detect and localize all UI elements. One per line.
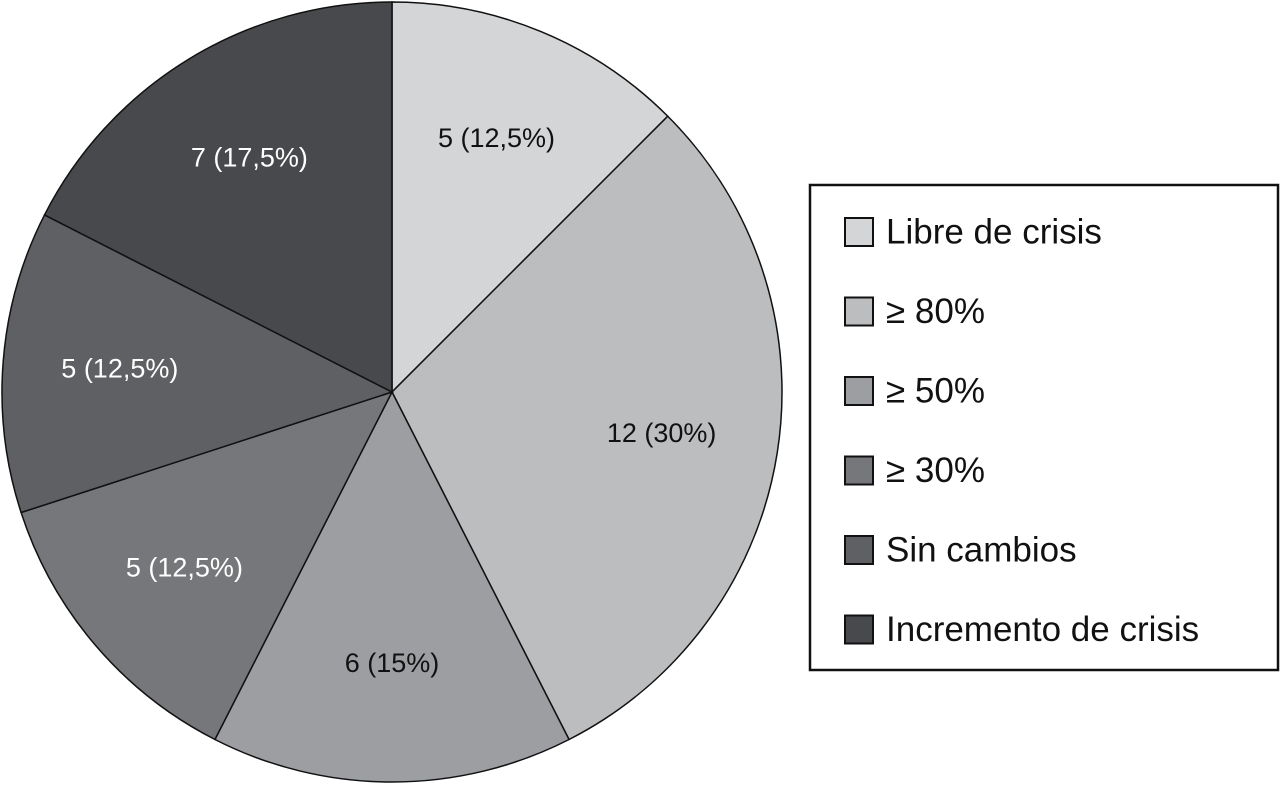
legend-swatch [844,296,874,327]
legend-label: Sin cambios [886,530,1077,569]
pie-slice [20,390,394,741]
legend-label: ≥ 30% [886,451,985,490]
slice-label: 7 (17,5%) [191,142,308,172]
legend-label: ≥ 80% [886,292,985,331]
legend-swatch [844,455,874,486]
slice-label: 12 (30%) [607,418,717,448]
legend-swatch [844,535,874,565]
legend-swatch [844,376,874,406]
legend-swatch [844,217,874,247]
pie-slice [213,390,571,783]
slice-label: 5 (12,5%) [438,123,555,153]
legend-swatch [844,614,874,645]
legend-label: ≥ 50% [886,371,985,410]
legend-label: Incremento de crisis [886,610,1199,649]
pie-slice [391,115,783,741]
pie-slice [43,1,393,394]
slice-label: 5 (12,5%) [61,354,178,384]
slice-label: 6 (15%) [345,648,440,678]
pie-slice [1,213,394,514]
slice-label: 5 (12,5%) [126,552,243,582]
pie-slice [391,1,669,394]
legend-label: Libre de crisis [886,212,1102,251]
legend-box [808,183,1280,672]
